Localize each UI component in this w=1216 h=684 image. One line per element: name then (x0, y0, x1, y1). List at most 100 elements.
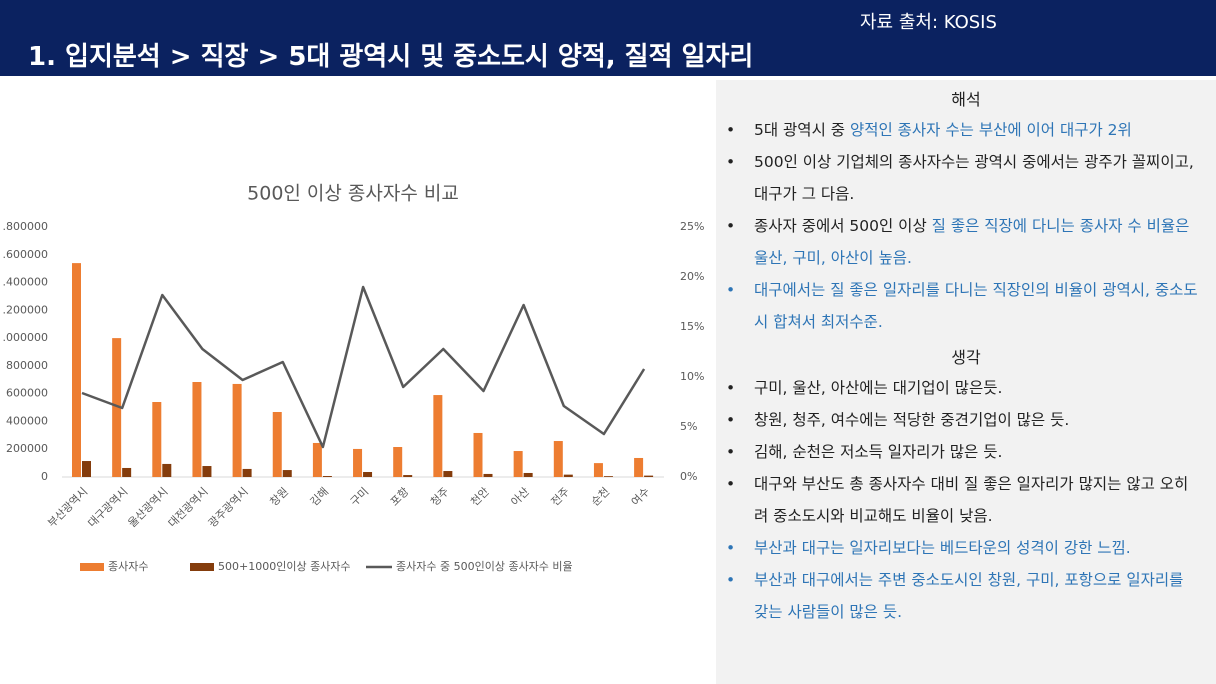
y-tick-label: 0 (41, 470, 48, 483)
bar (122, 467, 132, 477)
legend-label: 종사자수 중 500인이상 종사자수 비율 (396, 560, 573, 573)
chart: 500인 이상 종사자수 비교 0 200000 400000 600000 80000… (3, 183, 705, 574)
bar (443, 471, 453, 477)
x-tick-label: 구미 (348, 485, 372, 509)
bar (82, 461, 91, 477)
ratio-line (81, 285, 646, 449)
chart-title: 500인 이상 종사자수 비교 (247, 183, 459, 205)
x-tick-label: 전주 (549, 485, 573, 509)
bullet-item: 부산과 대구에서는 주변 중소도시인 창원, 구미, 포항으로 일자리를 갖는 … (726, 564, 1200, 628)
bullet-item: 창원, 청주, 여수에는 적당한 중견기업이 많은 듯. (726, 404, 1200, 436)
bar (393, 447, 403, 477)
bar (322, 476, 332, 477)
y-tick-label: .600000 (3, 248, 49, 261)
y-tick-label: .200000 (3, 303, 49, 316)
bullet-item: 500인 이상 기업체의 종사자수는 광역시 중에서는 광주가 꼴찌이고, 대구… (726, 146, 1200, 210)
bar (232, 383, 242, 477)
y2-tick-label: 15% (680, 320, 704, 333)
x-tick-label: 여수 (629, 485, 653, 509)
x-tick-label: 순천 (588, 484, 612, 508)
y-tick-label: .800000 (3, 220, 49, 233)
bullet-item: 부산과 대구는 일자리보다는 베드타운의 성격이 강한 느낌. (726, 532, 1200, 564)
y-tick-label: .400000 (3, 276, 49, 289)
bar (634, 457, 644, 477)
bullet-item: 대구와 부산도 총 종사자수 대비 질 좋은 일자리가 많지는 않고 오히려 중… (726, 468, 1200, 532)
bar (603, 476, 613, 477)
legend-label: 종사자수 (108, 560, 148, 573)
bar (473, 432, 483, 477)
y2-tick-label: 0% (680, 470, 697, 483)
bar (202, 466, 212, 477)
legend-swatch (80, 563, 104, 571)
bullet-text: 대구와 부산도 총 종사자수 대비 질 좋은 일자리가 많지는 않고 오히려 중… (754, 475, 1189, 525)
bullet-text: 창원, 청주, 여수에는 적당한 중견기업이 많은 듯. (754, 411, 1070, 429)
x-tick-label: 대구광역시 (85, 485, 130, 530)
bar (523, 472, 533, 477)
bullet-text: 구미, 울산, 아산에는 대기업이 많은듯. (754, 379, 1003, 397)
x-tick-label: 청주 (428, 485, 452, 509)
y-tick-label: 800000 (6, 359, 48, 372)
bar (242, 468, 252, 477)
bar (72, 263, 81, 477)
x-tick-label: 부산광역시 (45, 485, 90, 530)
x-tick-label: 천안 (468, 484, 492, 508)
bullet-text: 500인 이상 기업체의 종사자수는 광역시 중에서는 광주가 꼴찌이고, 대구… (754, 153, 1194, 203)
bullet-list: 5대 광역시 중 양적인 종사자 수는 부산에 이어 대구가 2위 500인 이상… (716, 114, 1216, 338)
bullet-text: 5대 광역시 중 (754, 121, 850, 139)
bar (312, 442, 322, 477)
bullet-item: 종사자 중에서 500인 이상 질 좋은 직장에 다니는 종사자 수 비율은 울… (726, 210, 1200, 274)
section-heading: 생각 (951, 348, 981, 367)
x-tick-label: 광주광역시 (206, 485, 251, 530)
bar (433, 395, 443, 477)
bullet-text: 종사자 중에서 500인 이상 (754, 217, 932, 235)
x-tick-label: 김해 (307, 484, 331, 508)
bar (553, 441, 563, 477)
y2-tick-label: 10% (680, 370, 704, 383)
commentary-panel: 해석 5대 광역시 중 양적인 종사자 수는 부산에 이어 대구가 2위 500인 … (716, 80, 1216, 684)
legend-swatch (190, 563, 214, 571)
x-tick-label: 창원 (267, 485, 291, 509)
bar (152, 402, 162, 477)
slide-title: 1. 입지분석 > 직장 > 5대 광역시 및 중소도시 양적, 질적 일자리 (28, 42, 754, 72)
y2-tick-label: 5% (680, 420, 697, 433)
bullet-item: 5대 광역시 중 양적인 종사자 수는 부산에 이어 대구가 2위 (726, 114, 1200, 146)
x-tick-label: 포항 (388, 485, 412, 509)
legend-label: 500+1000인이상 종사자수 (218, 560, 351, 573)
x-tick-label: 대전광역시 (166, 485, 211, 530)
bar (272, 412, 282, 477)
bar (403, 475, 413, 477)
bullet-item: 대구에서는 질 좋은 일자리를 다니는 직장인의 비율이 광역시, 중소도시 합… (726, 274, 1200, 338)
y-tick-label: 400000 (6, 414, 48, 427)
bullet-text: 대구에서는 질 좋은 일자리를 다니는 직장인의 비율이 광역시, 중소도시 합… (754, 281, 1198, 331)
bar (112, 338, 122, 477)
section-heading: 해석 (951, 90, 981, 109)
bar (483, 473, 493, 477)
bar (363, 472, 373, 477)
bar (282, 470, 292, 477)
x-tick-label: 울산광역시 (126, 485, 171, 530)
y2-tick-label: 25% (680, 220, 704, 233)
bullet-text: 부산과 대구에서는 주변 중소도시인 창원, 구미, 포항으로 일자리를 갖는 … (754, 571, 1184, 621)
y2-tick-label: 20% (680, 270, 704, 283)
x-tick-label: 아산 (508, 485, 532, 509)
bullet-text: 김해, 순천은 저소득 일자리가 많은 듯. (754, 443, 1003, 461)
bullet-text: 양적인 종사자 수는 부산에 이어 대구가 2위 (849, 121, 1132, 139)
bullet-text: 부산과 대구는 일자리보다는 베드타운의 성격이 강한 느낌. (754, 539, 1131, 557)
y-tick-label: .000000 (3, 331, 49, 344)
bullet-text: 질 좋은 직장에 다니는 종사자 수 비율은 울산, 구미, 아산이 높음. (754, 217, 1190, 267)
source-note: 자료 출처: KOSIS (860, 12, 997, 33)
bar (353, 448, 363, 477)
bar (563, 474, 573, 477)
bullet-list: 구미, 울산, 아산에는 대기업이 많은듯. 창원, 청주, 여수에는 적당한 중… (716, 372, 1216, 628)
header: 1. 입지분석 > 직장 > 5대 광역시 및 중소도시 양적, 질적 일자리 … (0, 0, 1216, 78)
bullet-item: 구미, 울산, 아산에는 대기업이 많은듯. (726, 372, 1200, 404)
bar (513, 451, 523, 477)
bar (162, 463, 172, 477)
bar (192, 382, 202, 477)
y-tick-label: 600000 (6, 387, 48, 400)
bullet-item: 김해, 순천은 저소득 일자리가 많은 듯. (726, 436, 1200, 468)
bar (644, 475, 654, 477)
bar (593, 463, 603, 477)
y-tick-label: 200000 (6, 442, 48, 455)
